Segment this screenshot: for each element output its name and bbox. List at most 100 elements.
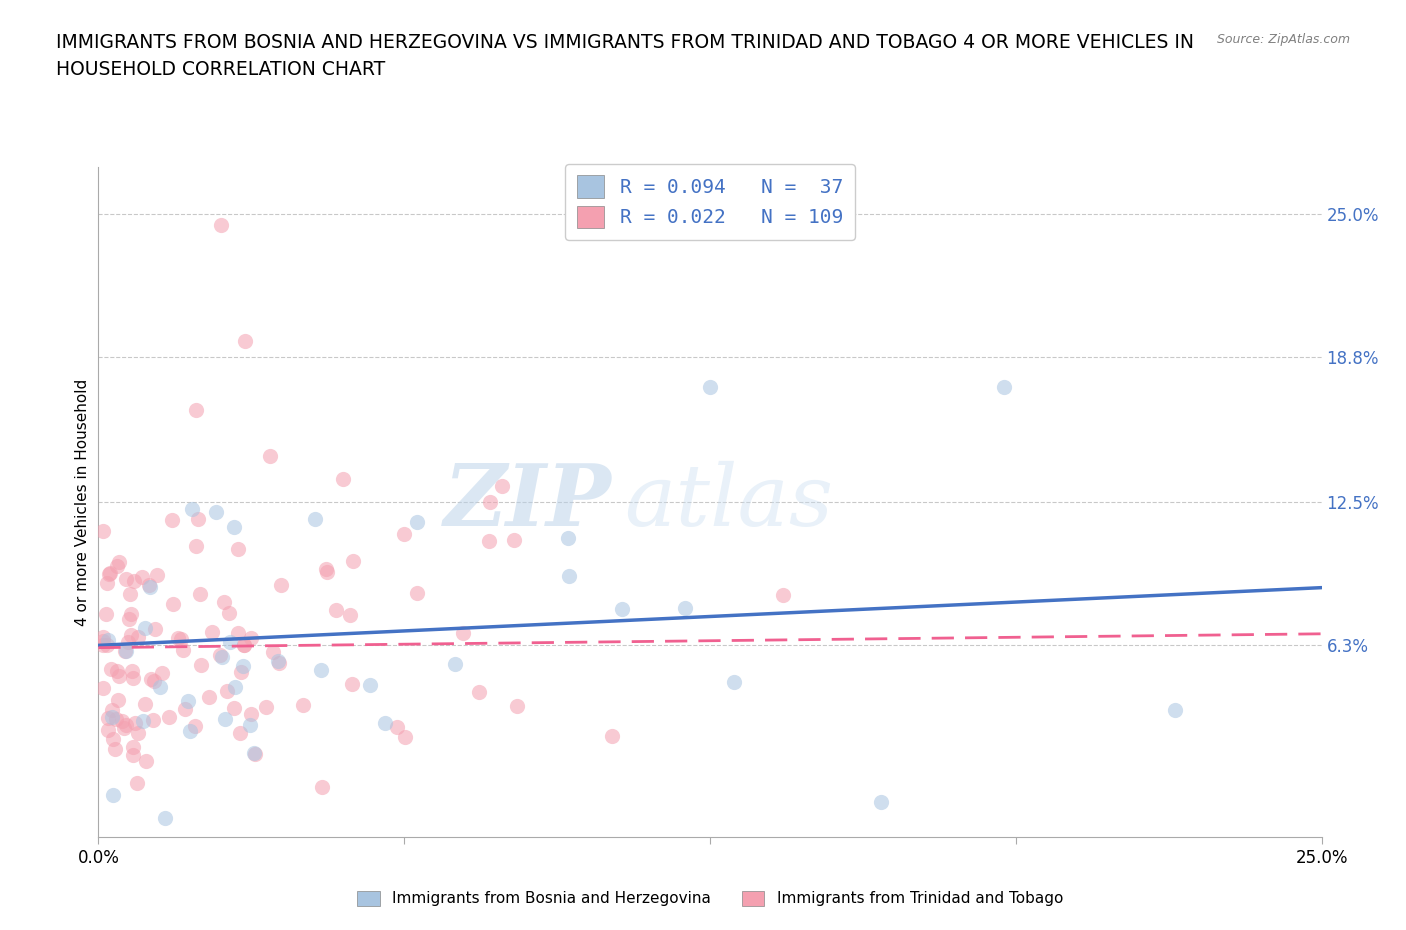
- Point: [201, 625, 224, 640]
- Point: [118, 587, 141, 602]
- Point: [198, 690, 221, 705]
- Point: [149, 679, 172, 694]
- Point: [270, 578, 292, 592]
- Point: [124, 716, 146, 731]
- Point: [115, 571, 138, 586]
- Point: [557, 531, 579, 546]
- Point: [339, 608, 361, 623]
- Point: [101, 731, 124, 746]
- Point: [342, 554, 364, 569]
- Point: [243, 747, 266, 762]
- Point: [558, 568, 581, 583]
- Point: [340, 676, 363, 691]
- Point: [316, 565, 339, 579]
- Point: [673, 601, 696, 616]
- Point: [208, 648, 231, 663]
- Point: [172, 643, 194, 658]
- Point: [122, 748, 145, 763]
- Text: atlas: atlas: [624, 461, 834, 543]
- Point: [132, 714, 155, 729]
- Point: [232, 638, 254, 653]
- Point: [226, 626, 249, 641]
- Point: [111, 714, 134, 729]
- Point: [120, 628, 142, 643]
- Point: [254, 700, 277, 715]
- Point: [502, 533, 524, 548]
- Point: [107, 669, 129, 684]
- Point: [91, 523, 114, 538]
- Point: [118, 612, 141, 627]
- Point: [122, 739, 145, 754]
- Point: [468, 685, 491, 700]
- Point: [190, 658, 212, 672]
- Point: [145, 568, 167, 583]
- Point: [104, 742, 127, 757]
- Point: [127, 725, 149, 740]
- Point: [145, 621, 167, 636]
- Point: [107, 554, 129, 569]
- Point: [153, 811, 176, 826]
- Point: [443, 657, 465, 671]
- Point: [117, 635, 139, 650]
- Point: [107, 692, 129, 707]
- Point: [478, 534, 501, 549]
- Point: [91, 638, 114, 653]
- Point: [122, 573, 145, 588]
- Point: [125, 776, 148, 790]
- Point: [491, 479, 513, 494]
- Point: [101, 788, 124, 803]
- Point: [229, 725, 252, 740]
- Point: [179, 724, 201, 738]
- Point: [105, 711, 128, 726]
- Point: [100, 710, 122, 724]
- Point: [162, 596, 184, 611]
- Point: [101, 703, 124, 718]
- Point: [105, 664, 128, 679]
- Point: [226, 541, 249, 556]
- Point: [1164, 702, 1187, 717]
- Point: [311, 779, 333, 794]
- Point: [167, 631, 190, 645]
- Point: [406, 586, 429, 601]
- Point: [120, 606, 142, 621]
- Point: [215, 684, 238, 698]
- Point: [98, 565, 121, 580]
- Point: [600, 728, 623, 743]
- Point: [304, 512, 326, 526]
- Point: [239, 707, 262, 722]
- Point: [112, 720, 135, 735]
- Point: [97, 632, 120, 647]
- Point: [332, 472, 354, 486]
- Point: [406, 514, 429, 529]
- Point: [139, 671, 162, 686]
- Point: [162, 512, 184, 527]
- Point: [292, 698, 315, 712]
- Point: [115, 644, 138, 658]
- Point: [114, 644, 136, 658]
- Point: [105, 558, 128, 573]
- Point: [150, 666, 173, 681]
- Point: [157, 710, 180, 724]
- Point: [211, 650, 233, 665]
- Point: [134, 621, 156, 636]
- Point: [993, 379, 1015, 394]
- Point: [262, 644, 284, 659]
- Point: [142, 673, 165, 688]
- Point: [174, 702, 197, 717]
- Point: [97, 711, 120, 725]
- Point: [214, 712, 236, 727]
- Point: [699, 379, 721, 394]
- Point: [181, 501, 204, 516]
- Legend: Immigrants from Bosnia and Herzegovina, Immigrants from Trinidad and Tobago: Immigrants from Bosnia and Herzegovina, …: [352, 884, 1069, 912]
- Point: [138, 578, 160, 592]
- Point: [121, 670, 143, 684]
- Point: [451, 626, 474, 641]
- Point: [374, 716, 396, 731]
- Point: [186, 403, 208, 418]
- Point: [184, 718, 207, 733]
- Point: [131, 570, 153, 585]
- Point: [219, 635, 242, 650]
- Point: [94, 606, 117, 621]
- Point: [115, 718, 138, 733]
- Point: [259, 448, 281, 463]
